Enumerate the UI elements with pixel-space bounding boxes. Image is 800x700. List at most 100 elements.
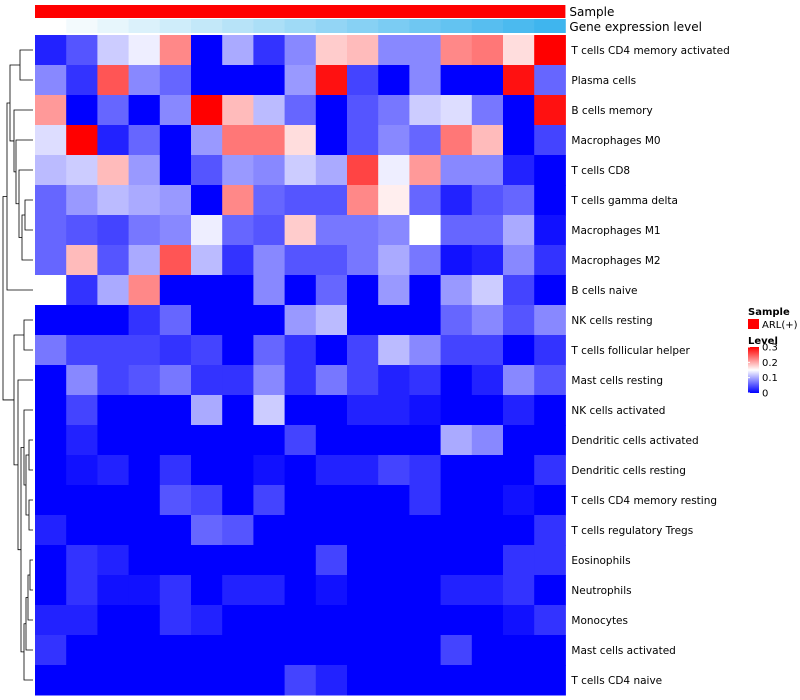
heatmap-cell bbox=[284, 545, 317, 576]
heatmap-cell bbox=[534, 65, 566, 96]
heatmap-cell bbox=[347, 185, 379, 216]
heatmap-cell bbox=[191, 395, 223, 426]
heatmap-cell bbox=[315, 305, 348, 336]
heatmap-cell bbox=[471, 155, 504, 186]
legend-sample-title: Sample bbox=[748, 307, 790, 318]
heatmap-cell bbox=[35, 305, 67, 336]
heatmap-cell bbox=[222, 35, 254, 66]
heatmap-cell bbox=[97, 575, 130, 606]
heatmap-cell bbox=[471, 125, 504, 156]
heatmap-cell bbox=[128, 455, 161, 486]
heatmap-cell bbox=[159, 485, 192, 516]
heatmap-cell bbox=[409, 665, 442, 696]
heatmap-cell bbox=[471, 215, 504, 246]
heatmap-cell bbox=[222, 515, 254, 546]
expression-annotation-cell bbox=[315, 19, 348, 33]
heatmap-cell bbox=[159, 575, 192, 606]
heatmap-cell bbox=[534, 635, 566, 666]
heatmap-cell bbox=[191, 425, 223, 456]
heatmap-cell bbox=[471, 335, 504, 366]
heatmap-cell bbox=[440, 395, 473, 426]
heatmap-cell bbox=[66, 305, 98, 336]
heatmap-cell bbox=[440, 365, 473, 396]
heatmap-cell bbox=[159, 35, 192, 66]
heatmap-cell bbox=[128, 335, 161, 366]
row-label: T cells CD4 memory activated bbox=[570, 45, 729, 57]
heatmap-cell bbox=[253, 155, 286, 186]
heatmap-cell bbox=[378, 155, 410, 186]
heatmap-cell bbox=[253, 245, 286, 276]
heatmap-cell bbox=[347, 335, 379, 366]
heatmap-cell bbox=[128, 425, 161, 456]
heatmap-cell bbox=[253, 605, 286, 636]
heatmap-cell bbox=[347, 455, 379, 486]
heatmap-cell bbox=[222, 425, 254, 456]
heatmap-cell bbox=[409, 395, 442, 426]
heatmap-cell bbox=[315, 395, 348, 426]
heatmap-cell bbox=[284, 605, 317, 636]
heatmap-cell bbox=[347, 245, 379, 276]
heatmap-cell bbox=[253, 125, 286, 156]
heatmap-cell bbox=[97, 185, 130, 216]
heatmap-cell bbox=[440, 125, 473, 156]
heatmap-cell bbox=[222, 545, 254, 576]
heatmap-cell bbox=[66, 605, 98, 636]
heatmap-cell bbox=[315, 335, 348, 366]
heatmap-cells bbox=[35, 35, 566, 696]
heatmap-cell bbox=[440, 485, 473, 516]
heatmap-cell bbox=[66, 635, 98, 666]
heatmap-cell bbox=[378, 545, 410, 576]
expression-annotation-cell bbox=[97, 19, 129, 33]
heatmap-cell bbox=[315, 185, 348, 216]
heatmap-cell bbox=[191, 365, 223, 396]
row-dendrogram bbox=[2, 49, 33, 681]
row-label: T cells CD8 bbox=[570, 165, 630, 177]
heatmap-cell bbox=[315, 515, 348, 546]
heatmap-cell bbox=[347, 635, 379, 666]
heatmap-cell bbox=[253, 335, 286, 366]
heatmap-cell bbox=[191, 545, 223, 576]
heatmap-cell bbox=[253, 215, 286, 246]
heatmap-cell bbox=[409, 155, 442, 186]
heatmap-cell bbox=[347, 515, 379, 546]
heatmap-cell bbox=[253, 575, 286, 606]
heatmap-cell bbox=[534, 245, 566, 276]
heatmap-cell bbox=[315, 215, 348, 246]
heatmap-cell bbox=[347, 305, 379, 336]
expression-annotation-cell bbox=[66, 19, 98, 33]
heatmap-cell bbox=[440, 305, 473, 336]
heatmap-cell bbox=[222, 95, 254, 126]
heatmap-cell bbox=[534, 485, 566, 516]
heatmap-cell bbox=[253, 395, 286, 426]
heatmap-cell bbox=[440, 65, 473, 96]
heatmap-cell bbox=[35, 455, 67, 486]
heatmap-cell bbox=[35, 125, 67, 156]
heatmap-cell bbox=[440, 275, 473, 306]
dendrogram-branch bbox=[19, 49, 33, 81]
legend-tick-label: 0.2 bbox=[762, 358, 778, 369]
heatmap-cell bbox=[222, 65, 254, 96]
heatmap-cell bbox=[378, 515, 410, 546]
dendrogram-branch bbox=[21, 214, 33, 261]
heatmap-cell bbox=[97, 605, 130, 636]
heatmap-cell bbox=[471, 185, 504, 216]
heatmap-cell bbox=[284, 305, 317, 336]
heatmap-cell bbox=[191, 605, 223, 636]
heatmap-cell bbox=[378, 395, 410, 426]
heatmap-cell bbox=[440, 335, 473, 366]
expression-annotation-cell bbox=[35, 19, 67, 33]
heatmap-cell bbox=[284, 245, 317, 276]
heatmap-cell bbox=[97, 665, 130, 696]
heatmap-cell bbox=[409, 605, 442, 636]
dendrogram-branch bbox=[13, 334, 24, 466]
heatmap-cell bbox=[159, 245, 192, 276]
heatmap-cell bbox=[440, 665, 473, 696]
heatmap-cell bbox=[409, 35, 442, 66]
heatmap-cell bbox=[128, 185, 161, 216]
heatmap-cell bbox=[284, 395, 317, 426]
heatmap-cell bbox=[409, 515, 442, 546]
heatmap-cell bbox=[66, 485, 98, 516]
heatmap-cell bbox=[191, 125, 223, 156]
heatmap-cell bbox=[159, 395, 192, 426]
heatmap-cell bbox=[284, 665, 317, 696]
